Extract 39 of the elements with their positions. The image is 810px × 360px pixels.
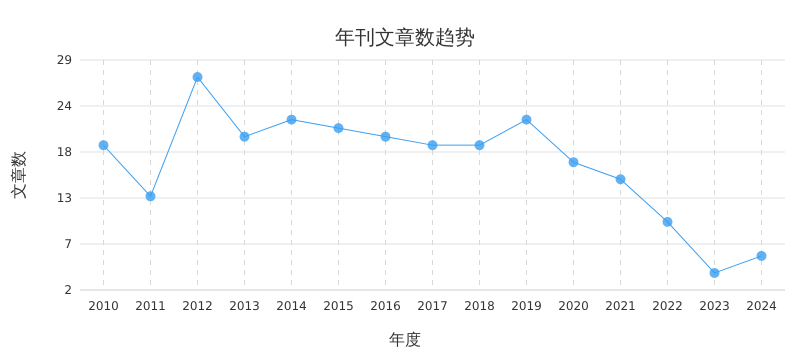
- x-axis-title: 年度: [389, 330, 421, 349]
- y-tick-label: 2: [64, 283, 72, 297]
- x-tick-label: 2016: [370, 299, 401, 313]
- x-tick-label: 2024: [746, 299, 777, 313]
- x-tick-label: 2022: [652, 299, 683, 313]
- y-tick-label: 7: [64, 237, 72, 251]
- x-tick-label: 2017: [417, 299, 448, 313]
- point: [240, 132, 250, 142]
- point: [662, 216, 672, 227]
- y-axis-title: 文章数: [9, 151, 28, 199]
- y-tick-label: 18: [56, 145, 72, 159]
- y-tick-label: 24: [56, 99, 72, 113]
- point: [474, 140, 484, 150]
- y-tick-label: 29: [56, 53, 72, 67]
- point: [380, 132, 390, 142]
- point: [568, 157, 578, 168]
- chart-title: 年刊文章数趋势: [335, 25, 475, 49]
- x-tick-label: 2014: [276, 299, 307, 313]
- x-tick-label: 2011: [135, 299, 166, 313]
- x-tick-label: 2021: [605, 299, 636, 313]
- x-tick-label: 2019: [511, 299, 542, 313]
- point: [616, 174, 626, 184]
- point: [286, 114, 296, 125]
- x-tick-label: 2012: [182, 299, 213, 313]
- point: [522, 114, 532, 125]
- point: [146, 191, 156, 202]
- y-tick-label: 13: [56, 191, 72, 205]
- point: [710, 268, 720, 278]
- point: [756, 250, 766, 261]
- point: [192, 72, 202, 82]
- x-tick-label: 2015: [323, 299, 354, 313]
- x-tick-label: 2013: [229, 299, 260, 313]
- x-tick-label: 2020: [558, 299, 589, 313]
- x-tick-label: 2010: [88, 299, 119, 313]
- point: [334, 123, 344, 134]
- x-tick-label: 2018: [464, 299, 495, 313]
- point: [428, 140, 438, 150]
- point: [98, 140, 108, 150]
- x-tick-label: 2023: [699, 299, 730, 313]
